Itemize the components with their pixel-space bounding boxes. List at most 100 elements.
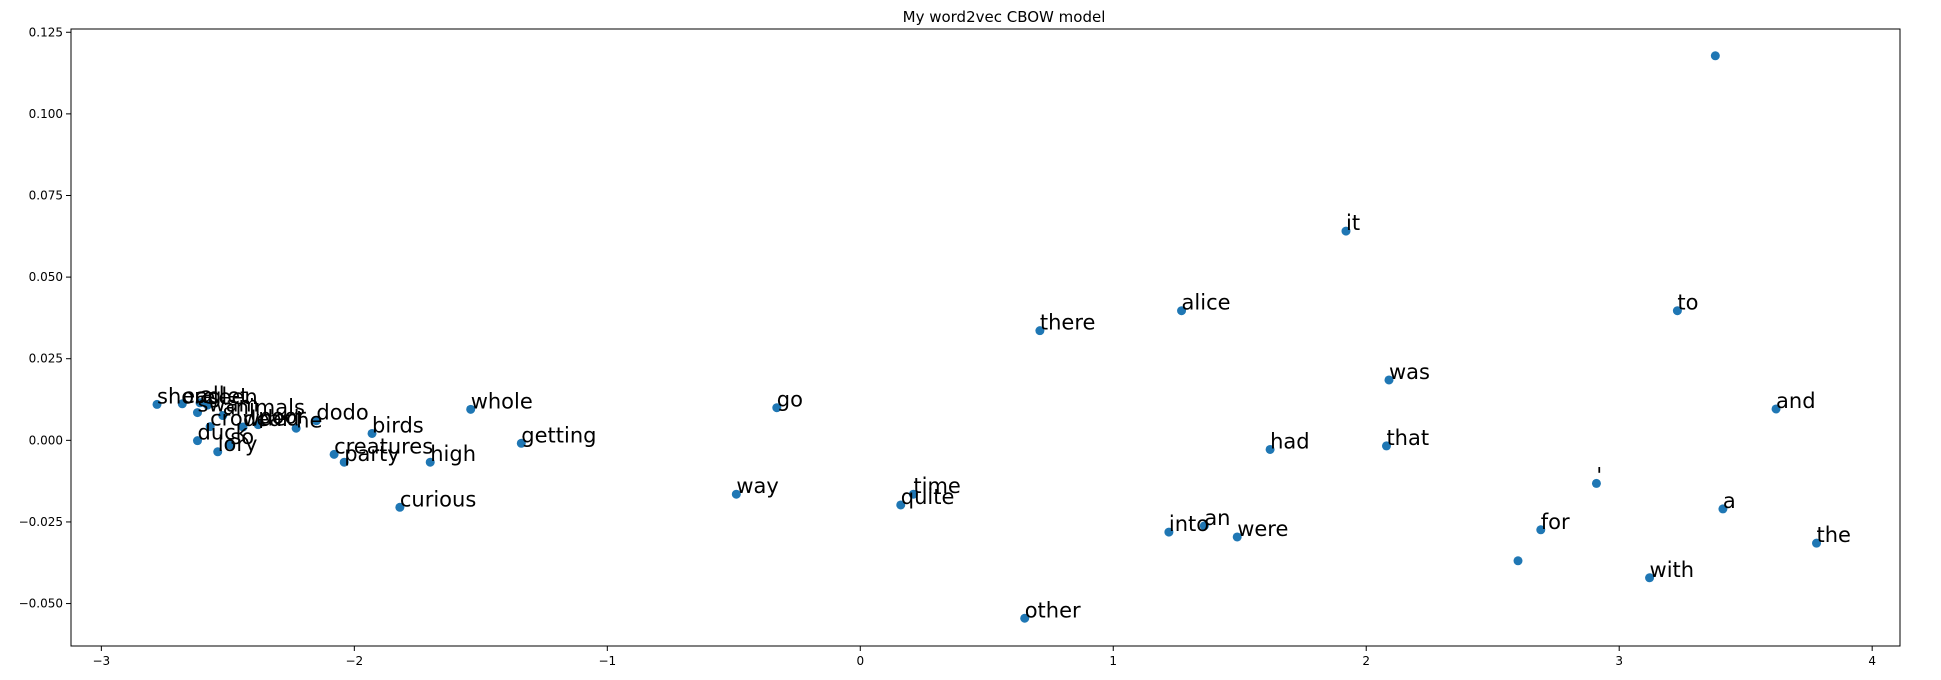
x-tick-label: 2 bbox=[1362, 654, 1370, 668]
point-label: quite bbox=[901, 485, 955, 509]
data-point bbox=[218, 411, 228, 421]
point-label: an bbox=[1204, 506, 1230, 530]
data-point bbox=[203, 400, 213, 410]
x-tick-label: −1 bbox=[598, 654, 616, 668]
data-point bbox=[1265, 444, 1275, 454]
point-label: lory bbox=[218, 432, 258, 456]
data-point bbox=[1710, 51, 1720, 61]
y-tick-label: 0.000 bbox=[29, 433, 63, 447]
data-point bbox=[1591, 478, 1601, 488]
data-point bbox=[731, 489, 741, 499]
point-label: curious bbox=[400, 487, 476, 511]
y-tick-label: 0.075 bbox=[29, 188, 63, 202]
data-point bbox=[213, 447, 223, 457]
data-point bbox=[1199, 521, 1209, 531]
data-point bbox=[238, 422, 248, 432]
point-label: all bbox=[200, 383, 225, 407]
point-label: whole bbox=[471, 389, 533, 413]
point-label: eaglet bbox=[182, 384, 248, 408]
data-point bbox=[192, 436, 202, 446]
data-point bbox=[177, 399, 187, 409]
point-label: had bbox=[1270, 429, 1310, 453]
data-point bbox=[195, 398, 205, 408]
data-point bbox=[1232, 532, 1242, 542]
data-point bbox=[152, 399, 162, 409]
x-tick-label: 1 bbox=[1109, 654, 1117, 668]
point-label: seen bbox=[208, 385, 258, 409]
point-label: so bbox=[230, 425, 254, 449]
data-point bbox=[192, 408, 202, 418]
data-point bbox=[516, 438, 526, 448]
y-tick-label: 0.025 bbox=[29, 352, 63, 366]
point-label: there bbox=[1040, 311, 1096, 335]
point-label: dear bbox=[243, 407, 291, 431]
point-label: way bbox=[736, 474, 778, 498]
data-point bbox=[1645, 573, 1655, 583]
point-label: he bbox=[296, 408, 322, 432]
point-label: shore bbox=[157, 384, 215, 408]
data-point bbox=[1164, 527, 1174, 537]
data-point bbox=[1812, 538, 1822, 548]
x-tick-label: −2 bbox=[345, 654, 363, 668]
data-point bbox=[1672, 306, 1682, 316]
point-label: into bbox=[1169, 512, 1209, 536]
data-point bbox=[908, 489, 918, 499]
data-point bbox=[1341, 226, 1351, 236]
data-point bbox=[311, 416, 321, 426]
point-label: to bbox=[1677, 291, 1698, 315]
point-label: alice bbox=[1182, 291, 1231, 315]
point-label: high bbox=[430, 442, 476, 466]
data-point bbox=[1513, 556, 1523, 566]
point-label: was bbox=[1389, 360, 1430, 384]
data-point bbox=[291, 423, 301, 433]
data-point bbox=[1381, 441, 1391, 451]
point-label: go bbox=[777, 388, 803, 412]
point-label: poor bbox=[258, 405, 306, 429]
point-label: party bbox=[344, 442, 400, 466]
y-tick-label: 0.125 bbox=[29, 25, 63, 39]
point-label: ' bbox=[1596, 463, 1602, 487]
data-point bbox=[1177, 306, 1187, 316]
chart-title: My word2vec CBOW model bbox=[903, 8, 1106, 26]
point-label: the bbox=[1817, 523, 1851, 547]
data-point bbox=[425, 457, 435, 467]
point-label: that bbox=[1386, 426, 1429, 450]
point-label: crowded bbox=[210, 407, 299, 431]
data-point bbox=[1384, 375, 1394, 385]
x-tick-label: 3 bbox=[1615, 654, 1623, 668]
y-tick-label: −0.050 bbox=[19, 597, 63, 611]
x-tick-label: −3 bbox=[93, 654, 111, 668]
y-tick-label: 0.050 bbox=[29, 270, 63, 284]
data-point bbox=[1771, 404, 1781, 414]
y-tick-label: −0.025 bbox=[19, 515, 63, 529]
data-point bbox=[253, 420, 263, 430]
x-axis: −3 −2 −1 0 1 2 3 4 bbox=[93, 646, 1876, 668]
point-label: dodo bbox=[316, 401, 368, 425]
data-point bbox=[772, 403, 782, 413]
data-point bbox=[1718, 504, 1728, 514]
data-point bbox=[367, 428, 377, 438]
data-point bbox=[466, 404, 476, 414]
point-label: duck bbox=[197, 421, 248, 445]
y-axis: −0.050 −0.025 0.000 0.025 0.050 0.075 0.100 0.1… bbox=[19, 25, 71, 611]
point-label: for bbox=[1541, 510, 1570, 534]
point-label: with bbox=[1650, 558, 1695, 582]
point-label: other bbox=[1025, 598, 1081, 622]
point-label: a bbox=[1723, 489, 1736, 513]
point-label: animals bbox=[223, 396, 305, 420]
data-point bbox=[896, 500, 906, 510]
point-label: birds bbox=[372, 413, 424, 437]
data-points bbox=[152, 51, 1822, 623]
point-label: time bbox=[913, 474, 960, 498]
data-point bbox=[225, 440, 235, 450]
point-label: were bbox=[1237, 517, 1288, 541]
data-point bbox=[329, 449, 339, 459]
data-point bbox=[395, 502, 405, 512]
point-label: and bbox=[1776, 389, 1816, 413]
point-label: getting bbox=[521, 423, 596, 447]
x-tick-label: 4 bbox=[1868, 654, 1876, 668]
point-labels: it alice to there was and go whole getting had tha… bbox=[157, 211, 1851, 622]
data-point bbox=[339, 457, 349, 467]
